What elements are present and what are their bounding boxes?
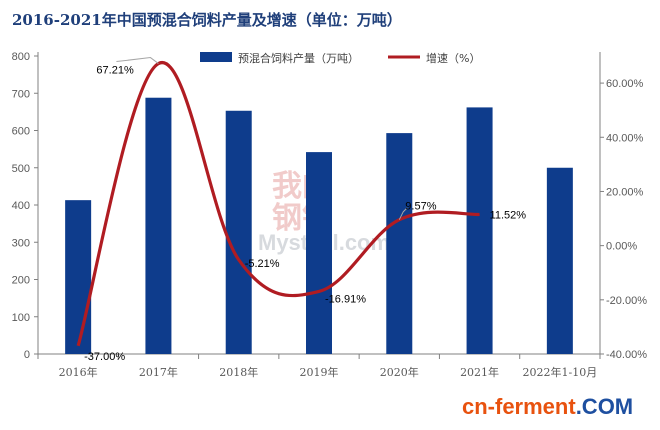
- legend-bar-swatch: [200, 52, 232, 62]
- data-label: 67.21%: [96, 65, 134, 77]
- site-logo: cn-ferment.COM: [462, 394, 633, 419]
- legend-bar-label: 预混合饲料产量（万吨）: [238, 51, 359, 65]
- data-label: 11.52%: [490, 209, 527, 221]
- y-left-tick-label: 500: [12, 163, 30, 175]
- legend: 预混合饲料产量（万吨） 增速（%）: [200, 51, 480, 65]
- bar: [65, 200, 92, 354]
- y-right-tick-label: -20.00%: [606, 295, 647, 307]
- bar: [466, 107, 493, 354]
- label-leader-line: [398, 207, 408, 220]
- bar: [225, 110, 252, 354]
- data-labels: -37.00% 67.21% -5.21% -16.91% 9.57% 11.52%: [84, 57, 527, 363]
- legend-line-label: 增速（%）: [426, 51, 480, 65]
- y-left-tick-label: 300: [12, 237, 30, 249]
- y-left-tick-label: 200: [12, 275, 30, 287]
- data-label: 9.57%: [405, 201, 436, 213]
- y-left-tick-label: 600: [12, 126, 30, 138]
- data-label: -16.91%: [325, 293, 366, 305]
- bar-series: [65, 97, 573, 354]
- x-tick-label: 2018年: [219, 365, 258, 379]
- x-tick-label: 2019年: [300, 365, 339, 379]
- x-tick-label: 2016年: [59, 365, 98, 379]
- bar: [306, 152, 332, 354]
- y-right-tick-label: -40.00%: [606, 349, 647, 361]
- y-right-tick-label: 0.00%: [606, 241, 637, 253]
- data-label: -5.21%: [245, 258, 280, 270]
- growth-line: [76, 61, 480, 347]
- logo-part1: cn-ferment: [462, 394, 576, 419]
- label-leader-line: [116, 57, 159, 64]
- bar: [546, 167, 573, 354]
- y-right-tick-label: 40.00%: [606, 132, 644, 144]
- x-tick-label: 2022年1-10月: [522, 365, 597, 379]
- data-label: -37.00%: [84, 351, 125, 363]
- axes: 0 100 200 300 400 500 600 700 800 -40.00% -20.00% 0…: [12, 51, 648, 379]
- bar: [386, 133, 413, 354]
- y-right-tick-label: 60.00%: [606, 78, 644, 90]
- y-right-tick-label: 20.00%: [606, 186, 644, 198]
- x-tick-label: 2021年: [460, 365, 499, 379]
- y-left-tick-label: 0: [24, 349, 30, 361]
- logo-part2: .COM: [576, 394, 633, 419]
- chart-title: 2016-2021年中国预混合饲料产量及增速（单位：万吨）: [12, 11, 402, 29]
- x-tick-label: 2020年: [380, 365, 419, 379]
- y-left-tick-label: 100: [12, 312, 30, 324]
- x-tick-label: 2017年: [139, 365, 178, 379]
- bar: [145, 97, 172, 354]
- y-left-tick-label: 400: [12, 200, 30, 212]
- y-left-tick-label: 700: [12, 88, 30, 100]
- line-series: [76, 61, 480, 347]
- y-left-tick-label: 800: [12, 51, 30, 63]
